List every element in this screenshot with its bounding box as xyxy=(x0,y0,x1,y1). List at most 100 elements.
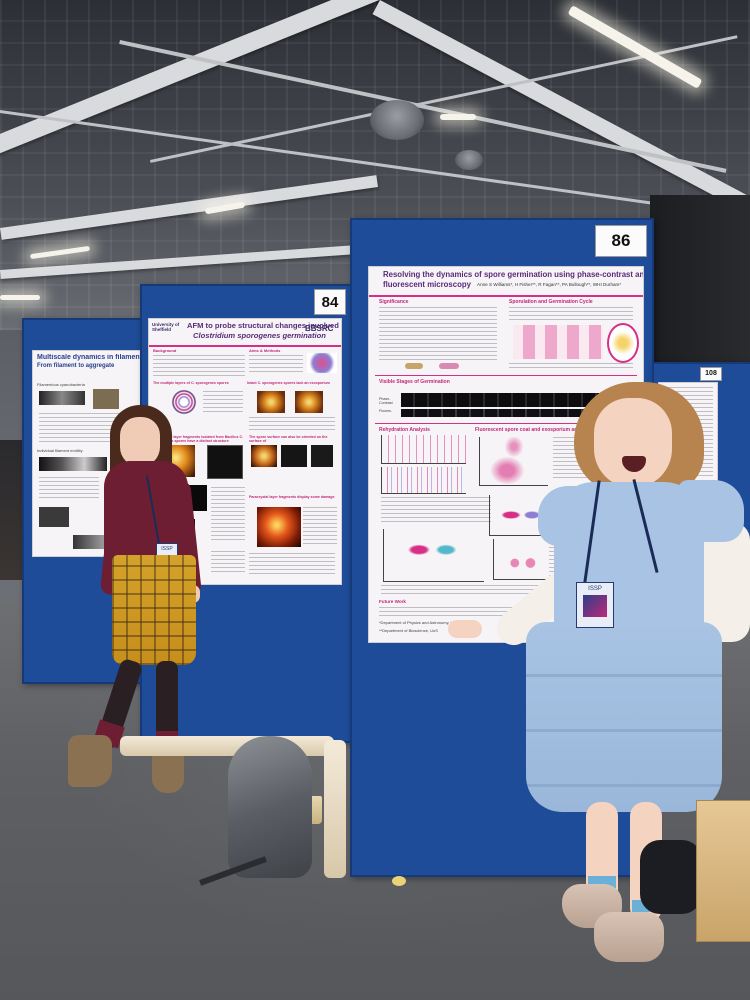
poster-86-fluorescence-plot xyxy=(479,437,548,486)
name-badge: ISSP xyxy=(576,582,614,628)
poster-84-heading: Paracrystal layer fragments isolated fro… xyxy=(153,435,244,444)
face xyxy=(120,417,160,467)
poster-86-fluorescence-strip xyxy=(401,409,629,417)
board-number-84: 84 xyxy=(314,289,346,315)
poster-84-heading: Aims & Methods xyxy=(249,348,281,353)
poster-86-divider xyxy=(375,423,637,424)
poster-86-violin-plot xyxy=(383,529,484,582)
poster-84-afm-image xyxy=(295,391,323,413)
poster-86-text xyxy=(381,585,541,597)
poster-84-funder: BBSRC xyxy=(305,324,334,333)
poster-84-afm-image xyxy=(251,445,277,467)
poster-86-text xyxy=(509,363,633,371)
poster-84-logo: University of Sheffield xyxy=(152,322,180,333)
poster-86-heading-future: Future Work xyxy=(379,599,406,604)
poster-left-heading: Individual filament motility xyxy=(37,448,83,453)
poster-84-divider xyxy=(149,345,341,347)
poster-86-heading-stages: Visible Stages of Germination xyxy=(379,379,450,385)
person-right: ISSP xyxy=(448,382,750,992)
poster-86-divider xyxy=(375,375,637,376)
tote-bag xyxy=(696,800,750,942)
poster-84-text xyxy=(211,551,245,575)
person-left: ISSP xyxy=(68,405,213,800)
poster-left-subtitle: From filament to aggregate xyxy=(37,363,115,369)
sneaker xyxy=(594,912,664,962)
poster-84-heading: The spore surface can also be oriented o… xyxy=(249,435,328,444)
board-number-86: 86 xyxy=(595,225,647,257)
poster-86-stage-label: Fluores. xyxy=(379,409,392,413)
mouth xyxy=(622,456,646,472)
poster-left-text xyxy=(39,477,99,501)
poster-84-heading: Intact C. sporogenes spores lack an exos… xyxy=(247,381,330,385)
poster-left-heading: Filamentous cyanobacteria xyxy=(37,382,85,387)
poster-86-rehydration-plot xyxy=(381,467,466,494)
poster-86-heading-rehydration: Rehydration Analysis xyxy=(379,427,430,433)
blue-dress-skirt xyxy=(526,622,722,812)
board-number-108: 108 xyxy=(700,367,722,381)
poster-left-title: Multiscale dynamics in filamentous cyano… xyxy=(37,354,141,361)
poster-84-title-line2: Clostridium sporogenes germination xyxy=(193,331,326,340)
poster-86-rehydration-plot xyxy=(381,435,466,464)
poster-84-afm-image xyxy=(311,445,333,467)
badge-label: ISSP xyxy=(588,586,602,592)
poster-84-afm-image xyxy=(207,445,243,479)
poster-84-text xyxy=(153,355,245,377)
poster-84-afm-image xyxy=(257,507,301,547)
face xyxy=(594,398,672,488)
hand-pointing xyxy=(448,620,482,638)
poster-84-text xyxy=(211,487,245,543)
plaid-skirt xyxy=(112,555,196,665)
poster-86-text xyxy=(379,607,559,617)
poster-left-figure xyxy=(93,389,119,409)
poster-84-heading: The multiple layers of C. sporogenes spo… xyxy=(153,381,229,385)
ceiling-light xyxy=(0,295,40,300)
ventilation-duct xyxy=(370,100,424,140)
blue-dress-sleeve xyxy=(538,486,598,546)
poster-86-phase-contrast-strip xyxy=(401,393,629,407)
poster-86-boxplot xyxy=(493,539,546,580)
poster-86-cycle-diagram xyxy=(607,323,639,363)
poster-84-title-line1: AFM to probe structural changes involved… xyxy=(187,321,342,330)
poster-86-heading-cycle: Sporulation and Germination Cycle xyxy=(509,299,593,305)
poster-86-text xyxy=(379,307,497,361)
poster-84-text xyxy=(303,507,337,547)
poster-left-figure xyxy=(39,391,85,405)
poster-84-diagram xyxy=(307,353,337,373)
poster-84-text xyxy=(249,553,335,575)
poster-84-text xyxy=(203,391,243,415)
backpack xyxy=(228,736,312,878)
boot xyxy=(68,735,112,787)
poster-86-title-line1: Resolving the dynamics of spore germinat… xyxy=(383,270,644,279)
poster-84-spore-diagram xyxy=(171,389,197,415)
poster-86-divider xyxy=(369,295,643,297)
poster-86-stage-label: Phase-Contrast xyxy=(379,397,393,406)
ventilation-duct xyxy=(455,150,483,170)
poster-84-afm-image xyxy=(281,445,307,467)
poster-86-affiliation: **Department of Bioscience, UoS xyxy=(379,628,438,633)
poster-84-text xyxy=(249,417,335,431)
poster-86-authors: Anne S Williams*, H Fisher**, R Fagan**,… xyxy=(477,282,622,287)
blue-dress-sleeve xyxy=(678,480,744,542)
badge-graphic xyxy=(583,595,607,617)
white-sleeve xyxy=(700,522,750,642)
ceiling-light xyxy=(440,114,476,120)
poster-86-affiliation: *Department of Physics and Astronomy, Uo… xyxy=(379,620,459,625)
dark-bag xyxy=(640,840,702,914)
poster-board-left: Multiscale dynamics in filamentous cyano… xyxy=(22,318,146,684)
poster-86-spore-graphic xyxy=(405,363,423,369)
poster-84-heading: Paracrystal layer fragments display some… xyxy=(249,495,335,499)
snack-crumb xyxy=(392,876,406,886)
poster-86-cycle-diagram xyxy=(513,325,603,359)
poster-84-heading: Background xyxy=(153,348,177,353)
poster-86-text xyxy=(381,497,491,525)
poster-86-heading-fluorescent: Fluorescent spore coat and exosporium an… xyxy=(475,427,592,433)
poster-84-afm-image xyxy=(257,391,285,413)
poster-left-figure xyxy=(39,507,69,527)
poster-86-spore-graphic xyxy=(439,363,459,369)
poster-left-figure xyxy=(39,457,107,471)
poster-86-text xyxy=(509,307,633,321)
poster-86-heading-significance: Significance xyxy=(379,299,409,305)
poster-84-text xyxy=(249,355,303,373)
poster-tube xyxy=(324,740,346,878)
